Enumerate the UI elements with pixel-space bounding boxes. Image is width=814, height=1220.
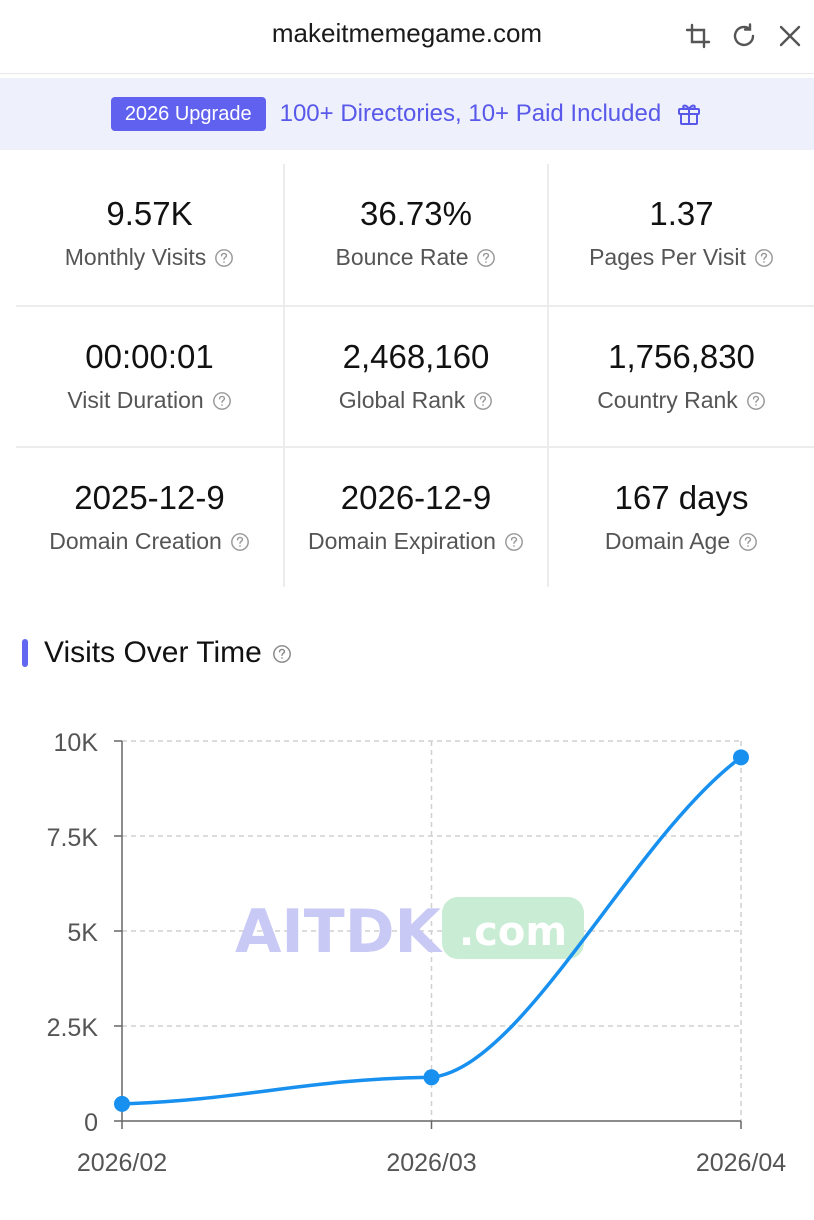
visits-section-title: Visits Over Time	[44, 636, 262, 669]
stat-card: 00:00:01 Visit Duration	[16, 305, 283, 446]
stat-value: 1.37	[649, 195, 714, 232]
help-icon[interactable]	[504, 532, 524, 552]
close-icon[interactable]	[774, 20, 806, 52]
data-point	[733, 749, 749, 766]
stat-label-text: Domain Creation	[49, 528, 222, 554]
stat-label-text: Pages Per Visit	[589, 244, 746, 270]
stat-label-text: Country Rank	[597, 387, 738, 413]
help-icon[interactable]	[212, 391, 232, 411]
stat-label: Domain Expiration	[308, 528, 524, 555]
stat-label: Domain Age	[605, 528, 758, 555]
series-line	[121, 755, 743, 1106]
stat-value: 00:00:01	[85, 338, 214, 375]
visits-chart: 0 2.5K 5K 7.5K 10K 2026/02 2026/03 2026/04 AITDK…	[47, 729, 787, 1177]
help-icon[interactable]	[473, 391, 493, 411]
header-bar: makeitmemegame.com	[0, 0, 814, 74]
stat-label: Country Rank	[597, 387, 766, 414]
stat-label-text: Global Rank	[338, 387, 466, 413]
crop-icon[interactable]	[682, 20, 714, 52]
help-icon[interactable]	[214, 248, 234, 268]
y-tick-label: 7.5K	[47, 824, 99, 852]
stat-label: Monthly Visits	[65, 244, 234, 271]
refresh-icon[interactable]	[728, 20, 760, 52]
stat-card: 1.37 Pages Per Visit	[547, 164, 814, 305]
help-icon[interactable]	[746, 391, 766, 411]
stat-card: 36.73% Bounce Rate	[283, 164, 547, 305]
data-point	[114, 1095, 130, 1112]
section-accent-bar	[22, 639, 28, 667]
stat-value: 9.57K	[106, 195, 193, 232]
stat-value: 36.73%	[360, 195, 472, 232]
stat-label-text: Monthly Visits	[64, 244, 207, 270]
help-icon[interactable]	[738, 532, 758, 552]
stat-label: Pages Per Visit	[589, 244, 774, 271]
stat-card: 2025-12-9 Domain Creation	[16, 446, 283, 587]
y-tick-label: 10K	[54, 729, 99, 757]
gift-icon	[675, 100, 703, 128]
stat-card: 9.57K Monthly Visits	[16, 164, 283, 305]
stat-value: 2025-12-9	[74, 479, 225, 516]
stat-value: 2,468,160	[342, 338, 490, 375]
stat-value: 2026-12-9	[340, 479, 492, 516]
help-icon[interactable]	[272, 643, 292, 663]
upgrade-banner[interactable]: 2026 Upgrade 100+ Directories, 10+ Paid …	[0, 78, 814, 150]
stat-card: 1,756,830 Country Rank	[547, 305, 814, 446]
stat-label-text: Domain Age	[604, 528, 731, 554]
stat-label-text: Visit Duration	[67, 387, 204, 413]
stat-label: Visit Duration	[67, 387, 231, 414]
data-point	[423, 1069, 440, 1086]
stat-label: Global Rank	[339, 387, 494, 414]
stat-label-text: Bounce Rate	[335, 244, 469, 270]
stat-label: Domain Creation	[49, 528, 250, 555]
help-icon[interactable]	[230, 532, 250, 552]
x-tick-label: 2026/04	[696, 1149, 786, 1177]
banner-text[interactable]: 100+ Directories, 10+ Paid Included	[279, 100, 662, 127]
stat-card: 167 days Domain Age	[547, 446, 814, 587]
stat-label-text: Domain Expiration	[308, 528, 496, 554]
stat-value: 1,756,830	[608, 338, 755, 375]
y-tick-label: 0	[84, 1109, 98, 1137]
x-tick-label: 2026/02	[77, 1149, 167, 1177]
upgrade-badge[interactable]: 2026 Upgrade	[110, 97, 266, 131]
stat-card: 2,468,160 Global Rank	[283, 305, 547, 446]
visits-section-header: Visits Over Time	[22, 636, 292, 670]
stat-label: Bounce Rate	[336, 244, 497, 271]
watermark-suffix: .com	[459, 909, 567, 955]
stat-value: 167 days	[614, 479, 749, 516]
y-tick-label: 2.5K	[47, 1014, 99, 1042]
site-title: makeitmemegame.com	[271, 18, 543, 48]
watermark-text: AITDK	[235, 897, 443, 967]
y-tick-label: 5K	[67, 919, 98, 947]
help-icon[interactable]	[754, 248, 774, 268]
stat-card: 2026-12-9 Domain Expiration	[283, 446, 547, 587]
stats-grid: 9.57K Monthly Visits 36.73% Bounce Rate 1.37…	[16, 164, 814, 587]
help-icon[interactable]	[476, 248, 496, 268]
x-tick-label: 2026/03	[386, 1149, 476, 1177]
watermark-pill	[442, 897, 584, 959]
